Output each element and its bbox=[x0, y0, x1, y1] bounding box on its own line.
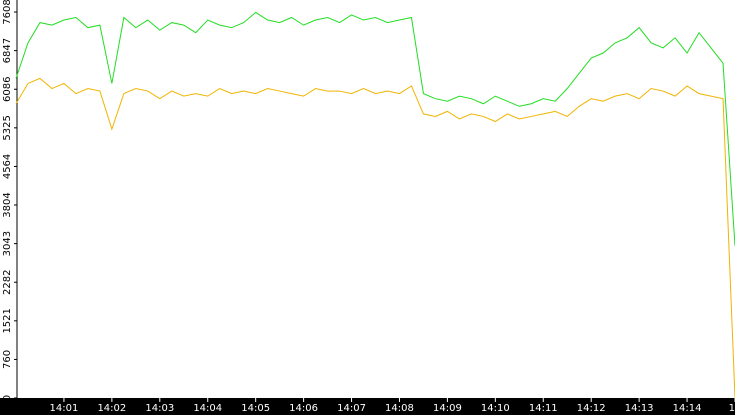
y-tick-label: 3043 bbox=[2, 231, 13, 256]
x-axis-band bbox=[0, 398, 735, 415]
y-tick-label: 6847 bbox=[2, 38, 13, 63]
y-tick-label: 760 bbox=[2, 350, 13, 369]
y-tick-label: 3804 bbox=[2, 192, 13, 217]
series-line bbox=[15, 11, 735, 246]
x-tick-label: 14:09 bbox=[433, 403, 462, 414]
y-tick-label: 7608 bbox=[2, 0, 13, 25]
x-tick-label: 14:04 bbox=[193, 403, 222, 414]
x-tick-label: 14:11 bbox=[529, 403, 558, 414]
x-tick-label: 14:01 bbox=[50, 403, 79, 414]
x-tick-label: 14:08 bbox=[385, 403, 414, 414]
x-tick-label: 14:10 bbox=[481, 403, 510, 414]
x-tick-label: 14:05 bbox=[241, 403, 270, 414]
series-line bbox=[15, 77, 735, 399]
y-tick-label: 0 bbox=[2, 395, 13, 401]
y-tick-label: 5325 bbox=[2, 115, 13, 140]
y-tick-label: 1521 bbox=[2, 308, 13, 333]
x-tick-label: 14:12 bbox=[577, 403, 606, 414]
x-tick-label: 14:06 bbox=[289, 403, 318, 414]
y-tick-label: 4564 bbox=[2, 154, 13, 179]
x-tick-label: 14:13 bbox=[625, 403, 654, 414]
x-tick-label: 14 bbox=[729, 403, 735, 414]
y-tick-label: 6086 bbox=[2, 77, 13, 102]
x-tick-label: 14:14 bbox=[673, 403, 702, 414]
y-tick-label: 2282 bbox=[2, 270, 13, 295]
x-tick-label: 14:02 bbox=[97, 403, 126, 414]
x-tick-label: 14:07 bbox=[337, 403, 366, 414]
x-tick-label: 14:03 bbox=[145, 403, 174, 414]
